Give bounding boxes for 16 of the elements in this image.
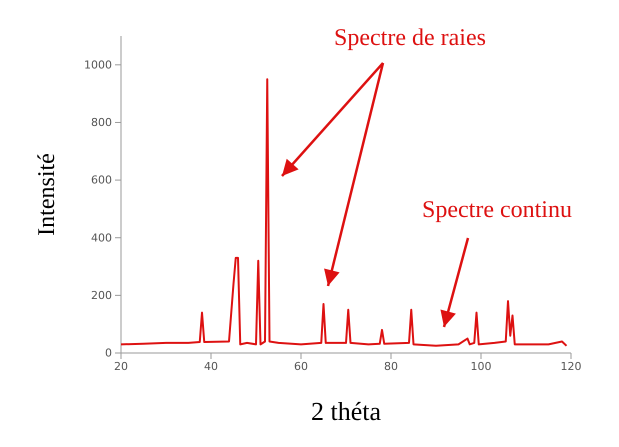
y-tick-label: 0 xyxy=(105,346,112,360)
x-tick-label: 20 xyxy=(114,360,128,373)
y-tick-label: 400 xyxy=(91,231,112,244)
y-tick-label: 800 xyxy=(91,116,112,129)
x-tick-label: 60 xyxy=(294,360,308,373)
x-tick-label: 120 xyxy=(560,360,582,373)
annotation: Spectre continu xyxy=(422,197,572,223)
y-tick-label: 1000 xyxy=(84,58,112,72)
x-tick-label: 40 xyxy=(204,360,218,373)
x-axis-title: 2 théta xyxy=(310,397,382,426)
x-tick-label: 80 xyxy=(384,360,398,373)
x-tick-label: 100 xyxy=(470,360,492,373)
annotation: Spectre de raies xyxy=(334,25,486,51)
y-axis-title: Intensité xyxy=(34,153,60,236)
y-tick-label: 200 xyxy=(91,288,112,302)
y-tick-label: 600 xyxy=(91,174,112,187)
